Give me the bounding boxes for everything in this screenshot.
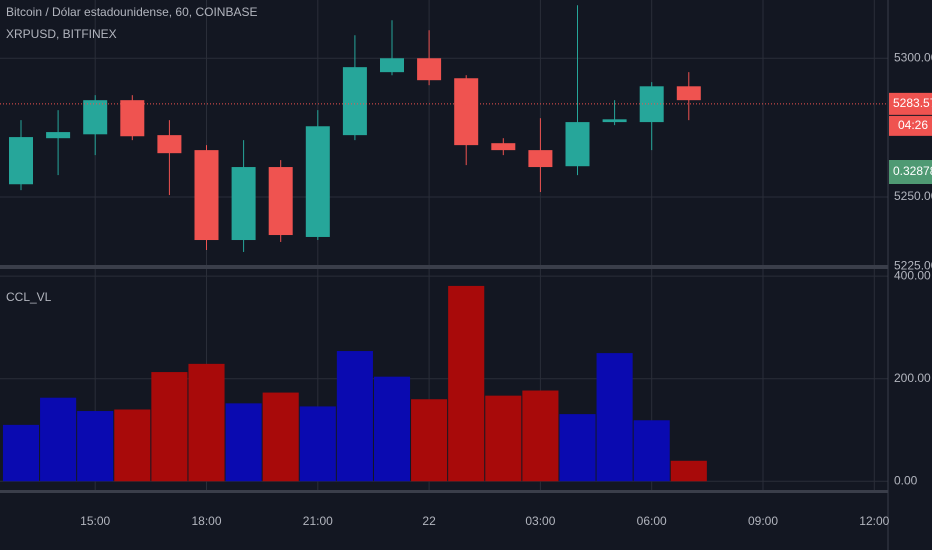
histogram-bar <box>633 420 670 482</box>
histogram-bar <box>77 411 114 482</box>
histogram-bar <box>40 397 77 482</box>
histogram-bar <box>188 363 225 482</box>
countdown-box <box>889 115 932 136</box>
histogram-bar <box>373 376 411 482</box>
histogram-bar <box>299 406 336 482</box>
candle-body <box>417 58 442 81</box>
candle-body <box>528 150 553 168</box>
price-label-box <box>889 92 932 115</box>
indicator-title: CCL_VL <box>6 290 52 304</box>
candle-body <box>454 78 479 146</box>
y-tick-label: 5300.00 <box>894 50 932 64</box>
chart-title: Bitcoin / Dólar estadounidense, 60, COIN… <box>6 5 257 19</box>
histogram-bar <box>225 403 262 482</box>
x-tick-label: 18:00 <box>191 514 221 528</box>
x-tick-label: 03:00 <box>525 514 555 528</box>
candle-body <box>120 100 145 137</box>
marks-layer <box>0 5 888 482</box>
labels-layer: 15:00 18:00 21:00 22 03:00 06:00 09:00 12:00 530… <box>80 50 932 528</box>
histogram-bar <box>485 395 522 482</box>
y-tick-label: 200.00 <box>894 371 931 385</box>
overlay-price-box <box>889 160 932 184</box>
countdown-label: 04:26 <box>898 118 928 132</box>
candle-body <box>9 137 33 185</box>
histogram-bar <box>596 353 633 482</box>
x-tick-label: 15:00 <box>80 514 110 528</box>
pane-separator <box>0 265 888 269</box>
x-tick-label: 21:00 <box>303 514 333 528</box>
pane-separator <box>0 490 888 493</box>
candle-body <box>231 167 256 241</box>
candle-body <box>46 132 71 139</box>
price-label: 5283.57 <box>893 96 932 110</box>
x-tick-label: 12:00 <box>859 514 889 528</box>
histogram-bar <box>262 392 299 482</box>
candle-body <box>268 167 293 236</box>
histogram-bar <box>151 372 188 482</box>
candle-body <box>305 126 330 237</box>
histogram-bar <box>559 414 596 482</box>
x-tick-label: 22 <box>422 514 436 528</box>
y-tick-label: 0.00 <box>894 473 918 487</box>
candle-body <box>565 122 590 167</box>
histogram-bar <box>411 399 448 482</box>
y-tick-label: 5250.00 <box>894 189 932 203</box>
candle-body <box>676 86 701 101</box>
histogram-bar <box>2 424 40 482</box>
overlay-symbol: XRPUSD, BITFINEX <box>6 27 117 41</box>
y-tick-label: 5225.00 <box>894 259 932 273</box>
histogram-bar <box>336 351 373 482</box>
candle-body <box>380 58 404 73</box>
candle-body <box>83 100 108 135</box>
x-tick-label: 09:00 <box>748 514 778 528</box>
x-tick-label: 06:00 <box>637 514 667 528</box>
candle-body <box>491 143 516 151</box>
overlay-price-label: 0.32878 <box>893 164 932 178</box>
candle-body <box>602 119 627 123</box>
candle-body <box>157 135 182 154</box>
histogram-bar <box>448 285 485 482</box>
candle-body <box>194 150 219 241</box>
histogram-bar <box>522 390 559 482</box>
candle-body <box>342 67 367 136</box>
histogram-bar <box>114 409 151 482</box>
y-tick-label: 400.00 <box>894 268 931 282</box>
histogram-bar <box>670 460 707 482</box>
